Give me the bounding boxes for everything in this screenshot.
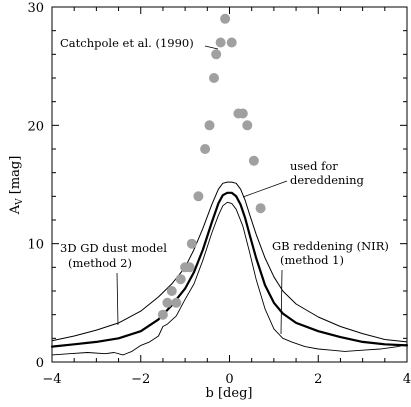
- data-point: [226, 37, 237, 48]
- data-point: [237, 108, 248, 119]
- points-layer: [157, 13, 266, 320]
- y-tick-label: 0: [36, 356, 44, 371]
- series-line-dotted-thin: [51, 201, 408, 356]
- svg-text:AV [mag]: AV [mag]: [8, 156, 25, 216]
- data-point: [166, 286, 177, 296]
- x-axis-label: b [deg]: [206, 386, 253, 401]
- annotation-gb-line1: GB reddening (NIR): [272, 239, 389, 253]
- x-tick-label: −2: [131, 372, 150, 387]
- x-tick-label: −4: [42, 372, 61, 387]
- data-point: [184, 262, 195, 273]
- data-point: [157, 309, 168, 320]
- data-point: [209, 73, 219, 83]
- y-axis-label-main: A: [8, 204, 23, 215]
- leader-catchpole: [204, 45, 219, 50]
- annotation-gd-line2: (method 2): [68, 256, 132, 270]
- x-tick-label: 2: [314, 372, 322, 387]
- tick-labels: −4 −2 0 2 4 0 10 20 30: [27, 1, 411, 387]
- data-point: [255, 203, 266, 214]
- y-tick-label: 20: [27, 119, 44, 134]
- annotation-gd-line1: 3D GD dust model: [60, 241, 167, 255]
- y-axis-label-sub: V: [15, 198, 25, 206]
- axis-ticks: [51, 6, 408, 363]
- data-point: [162, 297, 173, 308]
- data-point: [186, 238, 197, 249]
- leader-gb: [280, 269, 283, 335]
- annotation-used-line1: used for: [290, 159, 338, 173]
- data-point: [171, 297, 182, 308]
- data-point: [204, 120, 215, 131]
- series-line-thick: [50, 191, 409, 348]
- leader-used: [242, 180, 288, 198]
- annotation-used-line2: dereddening: [290, 173, 364, 187]
- data-point: [242, 120, 253, 131]
- series-line-thin: [51, 181, 408, 343]
- data-point: [211, 49, 222, 60]
- y-axis-label: AV [mag]: [8, 156, 25, 216]
- y-tick-label: 30: [27, 1, 44, 16]
- data-point: [175, 274, 186, 285]
- annotation-gb-line2: (method 1): [280, 253, 344, 267]
- y-tick-label: 10: [27, 238, 44, 253]
- data-point: [200, 144, 211, 154]
- leader-gd: [116, 272, 119, 326]
- data-point: [248, 155, 259, 166]
- series-layer: [50, 181, 409, 356]
- data-point: [215, 37, 226, 48]
- y-axis-label-unit: [mag]: [8, 156, 23, 195]
- data-point: [193, 191, 204, 202]
- x-tick-label: 0: [225, 372, 233, 387]
- x-tick-label: 4: [403, 372, 411, 387]
- data-point: [220, 13, 231, 24]
- annotation-catchpole: Catchpole et al. (1990): [60, 36, 194, 50]
